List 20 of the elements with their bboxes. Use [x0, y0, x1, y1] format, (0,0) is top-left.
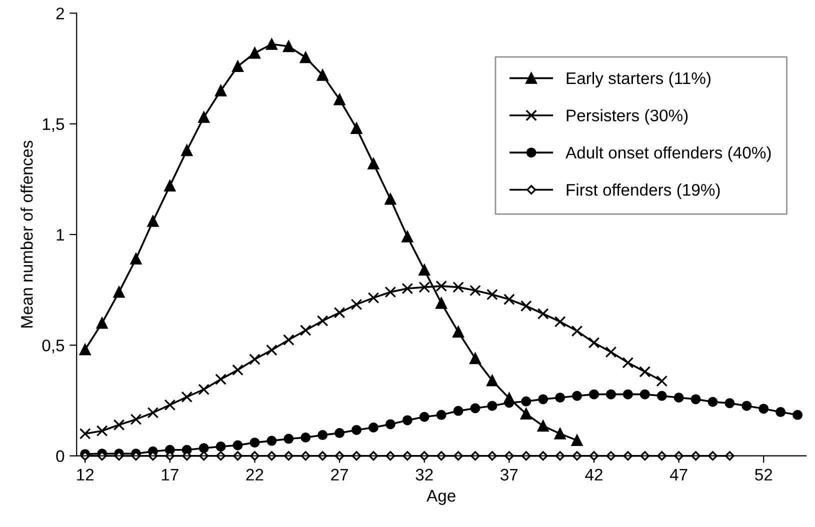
y-tick-label: 1 — [56, 229, 64, 241]
x-tick-label: 32 — [416, 468, 433, 481]
y-tick-label: 0 — [56, 450, 64, 462]
x-tick-label: 17 — [162, 468, 178, 480]
legend-label: Persisters (30%) — [566, 109, 688, 125]
y-tick-label: 2 — [56, 8, 64, 20]
y-tick-label: 1,5 — [42, 118, 64, 132]
x-tick-label: 12 — [77, 468, 94, 480]
legend-label: Adult onset offenders (40%) — [566, 146, 771, 162]
y-axis-title: Mean number of offences — [20, 140, 33, 328]
legend-label: Early starters (11%) — [566, 72, 710, 88]
x-tick-label: 22 — [246, 468, 264, 480]
x-tick-label: 47 — [670, 468, 688, 480]
legend-label: First offenders (19%) — [566, 184, 720, 200]
x-tick-label: 52 — [755, 468, 772, 481]
x-tick-label: 37 — [500, 468, 518, 481]
x-tick-label: 42 — [585, 468, 602, 480]
x-tick-label: 27 — [331, 468, 348, 480]
x-axis-title: Age — [426, 490, 456, 505]
y-tick-label: 0,5 — [42, 340, 64, 354]
